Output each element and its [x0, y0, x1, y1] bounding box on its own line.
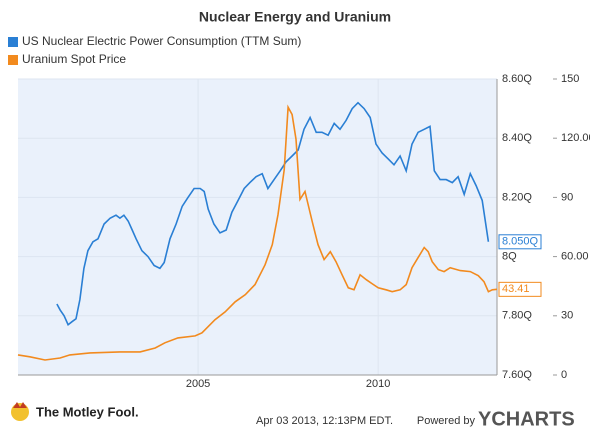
y-tick-label: 8.40Q — [502, 132, 532, 144]
y2-tick-label: 60.00 — [561, 251, 589, 263]
legend-label: Uranium Spot Price — [22, 52, 126, 66]
x-tick-label: 2010 — [366, 378, 390, 390]
series-line — [17, 104, 498, 361]
end-label: 8.050Q — [502, 236, 539, 248]
end-label: 43.41 — [502, 283, 530, 295]
y2-tick-label: 30 — [561, 310, 573, 322]
legend-swatch — [8, 55, 18, 65]
y2-tick-label: 150 — [561, 73, 579, 85]
chart-title: Nuclear Energy and Uranium — [199, 9, 391, 25]
end-label-box — [498, 234, 542, 250]
brand: YCHARTS — [478, 408, 575, 430]
legend-swatch — [8, 37, 18, 47]
plot-area — [18, 79, 497, 375]
y-tick-label: 7.60Q — [502, 369, 532, 381]
x-tick-label: 2005 — [186, 378, 210, 390]
legend-label: US Nuclear Electric Power Consumption (T… — [22, 34, 301, 48]
y-tick-label: 7.80Q — [502, 310, 532, 322]
end-label-box — [498, 281, 542, 297]
y-tick-label: 8Q — [502, 251, 517, 263]
powered-by: Powered by — [417, 415, 476, 427]
series-line — [56, 101, 490, 326]
logo-hat — [13, 402, 27, 408]
y2-tick-label: 120.00 — [561, 132, 590, 144]
footer: The Motley Fool. Apr 03 2013, 12:13PM ED… — [11, 402, 575, 430]
timestamp: Apr 03 2013, 12:13PM EDT. — [256, 415, 393, 427]
y2-tick-label: 0 — [561, 369, 567, 381]
y-tick-label: 8.60Q — [502, 73, 532, 85]
y-tick-label: 8.20Q — [502, 191, 532, 203]
logo-text: The Motley Fool. — [36, 404, 139, 419]
y2-tick-label: 90 — [561, 191, 573, 203]
logo-icon — [11, 403, 29, 421]
